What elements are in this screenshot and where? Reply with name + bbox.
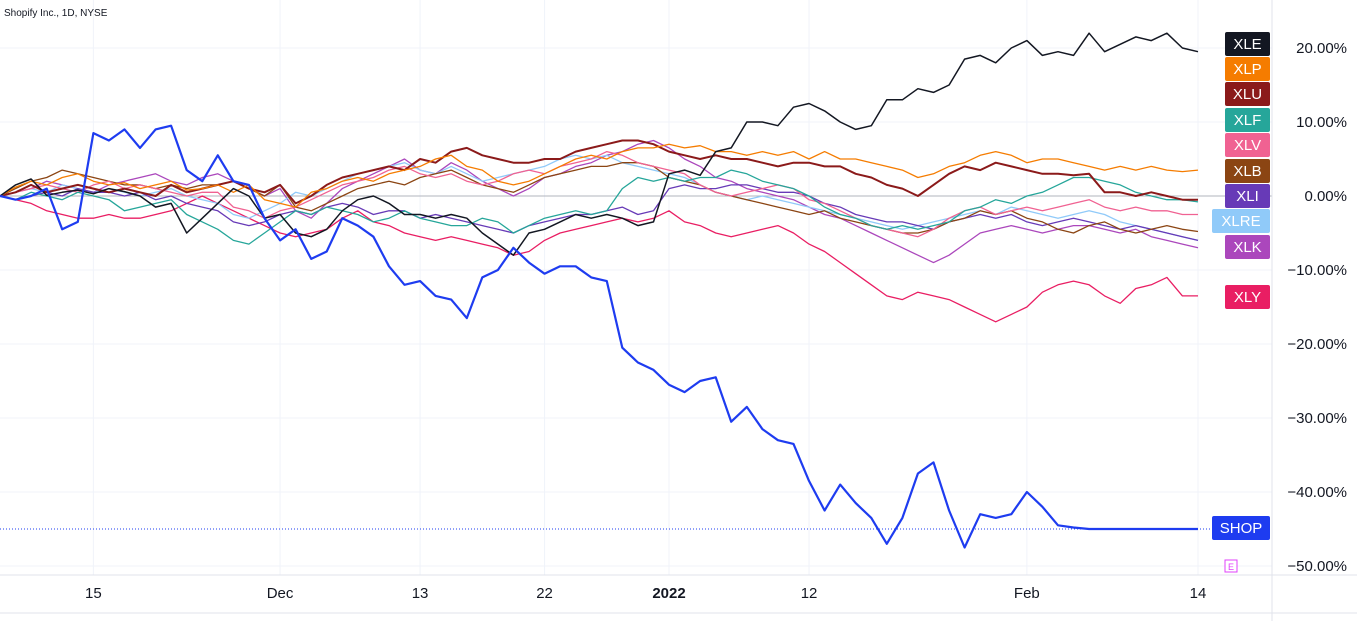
series-line-xlf[interactable] xyxy=(0,169,1199,245)
tag-xlp[interactable]: XLP xyxy=(1225,57,1270,81)
tag-box xyxy=(1212,516,1270,540)
series-line-xlb[interactable] xyxy=(0,162,1199,234)
y-tick-label: −20.00% xyxy=(1287,336,1347,353)
tag-box xyxy=(1225,32,1270,56)
tag-xlv[interactable]: XLV xyxy=(1225,133,1270,157)
x-tick-label: 12 xyxy=(801,585,818,602)
tag-label: SHOP xyxy=(1220,520,1263,537)
x-tick-label: 15 xyxy=(85,585,102,602)
x-tick-label: 2022 xyxy=(652,585,685,602)
tag-box xyxy=(1225,159,1270,183)
y-tick-label: −40.00% xyxy=(1287,484,1347,501)
series-line-xlp[interactable] xyxy=(0,143,1199,208)
tag-xlre[interactable]: XLRE xyxy=(1212,209,1270,233)
series-line-xlv[interactable] xyxy=(0,150,1198,238)
tag-label: XLI xyxy=(1236,188,1259,205)
tag-label: XLE xyxy=(1233,36,1261,53)
tag-label: XLB xyxy=(1233,163,1261,180)
tag-label: XLF xyxy=(1234,112,1262,129)
series-line-shop[interactable] xyxy=(0,124,1198,549)
earnings-marker[interactable]: E xyxy=(1224,559,1238,573)
series-line-xle[interactable] xyxy=(0,32,1199,256)
tag-label: XLU xyxy=(1233,86,1262,103)
y-tick-label: 20.00% xyxy=(1296,40,1347,57)
tag-xlk[interactable]: XLK xyxy=(1225,235,1270,259)
series-lines xyxy=(0,32,1199,549)
tag-label: XLK xyxy=(1233,239,1261,256)
tag-box xyxy=(1225,184,1270,208)
x-tick-label: 22 xyxy=(536,585,553,602)
tag-box xyxy=(1225,57,1270,81)
x-tick-label: Dec xyxy=(267,585,294,602)
x-axis[interactable]: 15 Dec 13 22 2022 12 Feb 14 xyxy=(85,585,1206,602)
tag-box xyxy=(1225,82,1270,106)
tag-xli[interactable]: XLI xyxy=(1225,184,1270,208)
tag-box xyxy=(1225,285,1270,309)
x-tick-label: 14 xyxy=(1190,585,1207,602)
series-line-xly[interactable] xyxy=(0,195,1198,323)
y-axis[interactable]: 20.00% 10.00% 0.00% −10.00% −20.00% −30.00% −4… xyxy=(1287,40,1347,575)
tag-box xyxy=(1225,108,1270,132)
y-tick-label: 0.00% xyxy=(1304,188,1347,205)
tag-xlu[interactable]: XLU xyxy=(1225,82,1270,106)
tag-xly[interactable]: XLY xyxy=(1225,285,1270,309)
y-tick-label: −10.00% xyxy=(1287,262,1347,279)
tag-label: XLP xyxy=(1233,61,1261,78)
tag-label: XLY xyxy=(1234,289,1261,306)
tag-box xyxy=(1225,133,1270,157)
y-tick-label: −30.00% xyxy=(1287,410,1347,427)
y-tick-label: −50.00% xyxy=(1287,558,1347,575)
x-tick-label: Feb xyxy=(1014,585,1040,602)
tag-label: XLRE xyxy=(1221,213,1260,230)
tag-xlb[interactable]: XLB xyxy=(1225,159,1270,183)
tag-shop[interactable]: SHOP xyxy=(1212,516,1270,540)
symbol-label: Shopify Inc., 1D, NYSE xyxy=(4,8,108,19)
series-tags: XLE XLP XLU XLF XLV XLB XLI XLRE XLK XLY SHOP xyxy=(1212,32,1270,540)
y-tick-label: 10.00% xyxy=(1296,114,1347,131)
tag-xlf[interactable]: XLF xyxy=(1225,108,1270,132)
earnings-label: E xyxy=(1228,562,1234,572)
tag-box xyxy=(1212,209,1270,233)
earnings-box xyxy=(1224,559,1238,573)
tag-label: XLV xyxy=(1234,137,1261,154)
tag-xle[interactable]: XLE xyxy=(1225,32,1270,56)
x-tick-label: 13 xyxy=(412,585,429,602)
grid-lines xyxy=(0,0,1272,575)
tag-box xyxy=(1225,235,1270,259)
